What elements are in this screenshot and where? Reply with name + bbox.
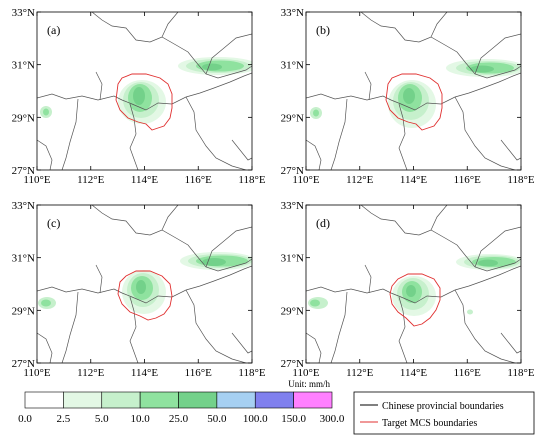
lon-tick-label: 114°E [131, 367, 158, 379]
map-panel-b: (b) [305, 11, 522, 171]
lon-tick-label: 114°E [400, 174, 427, 186]
colorbar-tick-label: 10.0 [131, 413, 151, 425]
colorbar-cells [24, 391, 333, 409]
lat-tick-label: 27°N [281, 358, 304, 370]
legend-box [353, 391, 535, 435]
panel-label-c: (c) [47, 216, 60, 230]
lon-tick-label: 116°E [185, 367, 212, 379]
lon-tick-label: 118°E [507, 367, 534, 379]
lon-tick-label: 114°E [131, 174, 158, 186]
lon-tick-label: 110°E [23, 174, 50, 186]
colorbar-cell [24, 391, 64, 409]
panel-label-b: (b) [316, 23, 330, 37]
lat-tick-label: 31°N [281, 60, 304, 72]
colorbar-tick-label: 5.0 [95, 413, 109, 425]
lat-tick-label: 31°N [281, 253, 304, 265]
lon-tick-label: 116°E [185, 174, 212, 186]
lon-tick-label: 110°E [292, 367, 319, 379]
lon-tick-label: 112°E [77, 367, 104, 379]
colorbar-tick-label: 50.0 [207, 413, 227, 425]
mcs-boundary-a [115, 73, 173, 131]
precip-field-b [306, 12, 521, 170]
legend-label-provincial: Chinese provincial boundaries [382, 401, 504, 412]
map-panel-d: (d) [305, 204, 522, 364]
legend-label-mcs: Target MCS boundaries [382, 418, 477, 429]
colorbar-unit-label: Unit: mm/h [288, 379, 330, 389]
colorbar-cell [178, 391, 218, 409]
mcs-boundary-b [385, 73, 443, 131]
lat-tick-label: 27°N [12, 165, 35, 177]
legend: Chinese provincial boundaries Target MCS… [353, 391, 535, 435]
lon-tick-label: 116°E [454, 367, 481, 379]
colorbar-cell [216, 391, 256, 409]
axis-ticks: 110°E 112°E 114°E 116°E 118°E 33°N 31°N 29°N 27°… [12, 7, 535, 379]
precip-field-a [37, 12, 252, 170]
lat-tick-label: 33°N [12, 7, 35, 19]
colorbar-cell [293, 391, 333, 409]
lon-tick-label: 110°E [292, 174, 319, 186]
colorbar-cell [101, 391, 141, 409]
colorbar-cell [63, 391, 103, 409]
lon-tick-label: 112°E [346, 367, 373, 379]
colorbar-tick-label: 0.0 [18, 413, 32, 425]
lat-tick-label: 33°N [281, 7, 304, 19]
lat-tick-label: 33°N [12, 200, 35, 212]
lat-tick-label: 29°N [281, 112, 304, 124]
lat-tick-label: 29°N [281, 305, 304, 317]
panel-label-a: (a) [47, 23, 60, 37]
lon-tick-label: 114°E [400, 367, 427, 379]
mcs-boundary-d [389, 273, 441, 327]
provincial-boundaries-d [306, 205, 521, 363]
lon-tick-label: 116°E [454, 174, 481, 186]
lon-tick-label: 118°E [507, 174, 534, 186]
lat-tick-label: 27°N [12, 358, 35, 370]
lon-tick-label: 112°E [346, 174, 373, 186]
provincial-boundaries-c [37, 205, 252, 363]
precip-field-d [306, 205, 521, 363]
colorbar-cell [139, 391, 179, 409]
lon-tick-label: 118°E [238, 174, 265, 186]
lat-tick-label: 31°N [12, 253, 35, 265]
colorbar-cell [254, 391, 294, 409]
lat-tick-label: 29°N [12, 305, 35, 317]
lon-tick-label: 112°E [77, 174, 104, 186]
map-panel-c: (c) [36, 204, 253, 364]
lat-tick-label: 29°N [12, 112, 35, 124]
provincial-boundaries-a [37, 12, 252, 170]
map-panel-a: (a) [36, 11, 253, 171]
lon-tick-label: 118°E [238, 367, 265, 379]
colorbar-tick-labels: 0.0 2.5 5.0 10.0 25.0 50.0 100.0 150.0 300.0 [18, 413, 345, 425]
lon-tick-label: 110°E [23, 367, 50, 379]
lat-tick-label: 33°N [281, 200, 304, 212]
lat-tick-label: 27°N [281, 165, 304, 177]
mcs-boundary-c [117, 270, 173, 321]
precip-field-c [37, 205, 252, 363]
lat-tick-label: 31°N [12, 60, 35, 72]
colorbar-tick-label: 25.0 [169, 413, 189, 425]
colorbar-tick-label: 300.0 [320, 413, 345, 425]
panel-label-d: (d) [316, 216, 330, 230]
colorbar-tick-label: 150.0 [281, 413, 306, 425]
colorbar-tick-label: 100.0 [243, 413, 268, 425]
colorbar: Unit: mm/h 0.0 2.5 5.0 10.0 25.0 50.0 100.0 150… [18, 379, 345, 425]
provincial-boundaries-b [306, 12, 521, 170]
colorbar-tick-label: 2.5 [57, 413, 71, 425]
